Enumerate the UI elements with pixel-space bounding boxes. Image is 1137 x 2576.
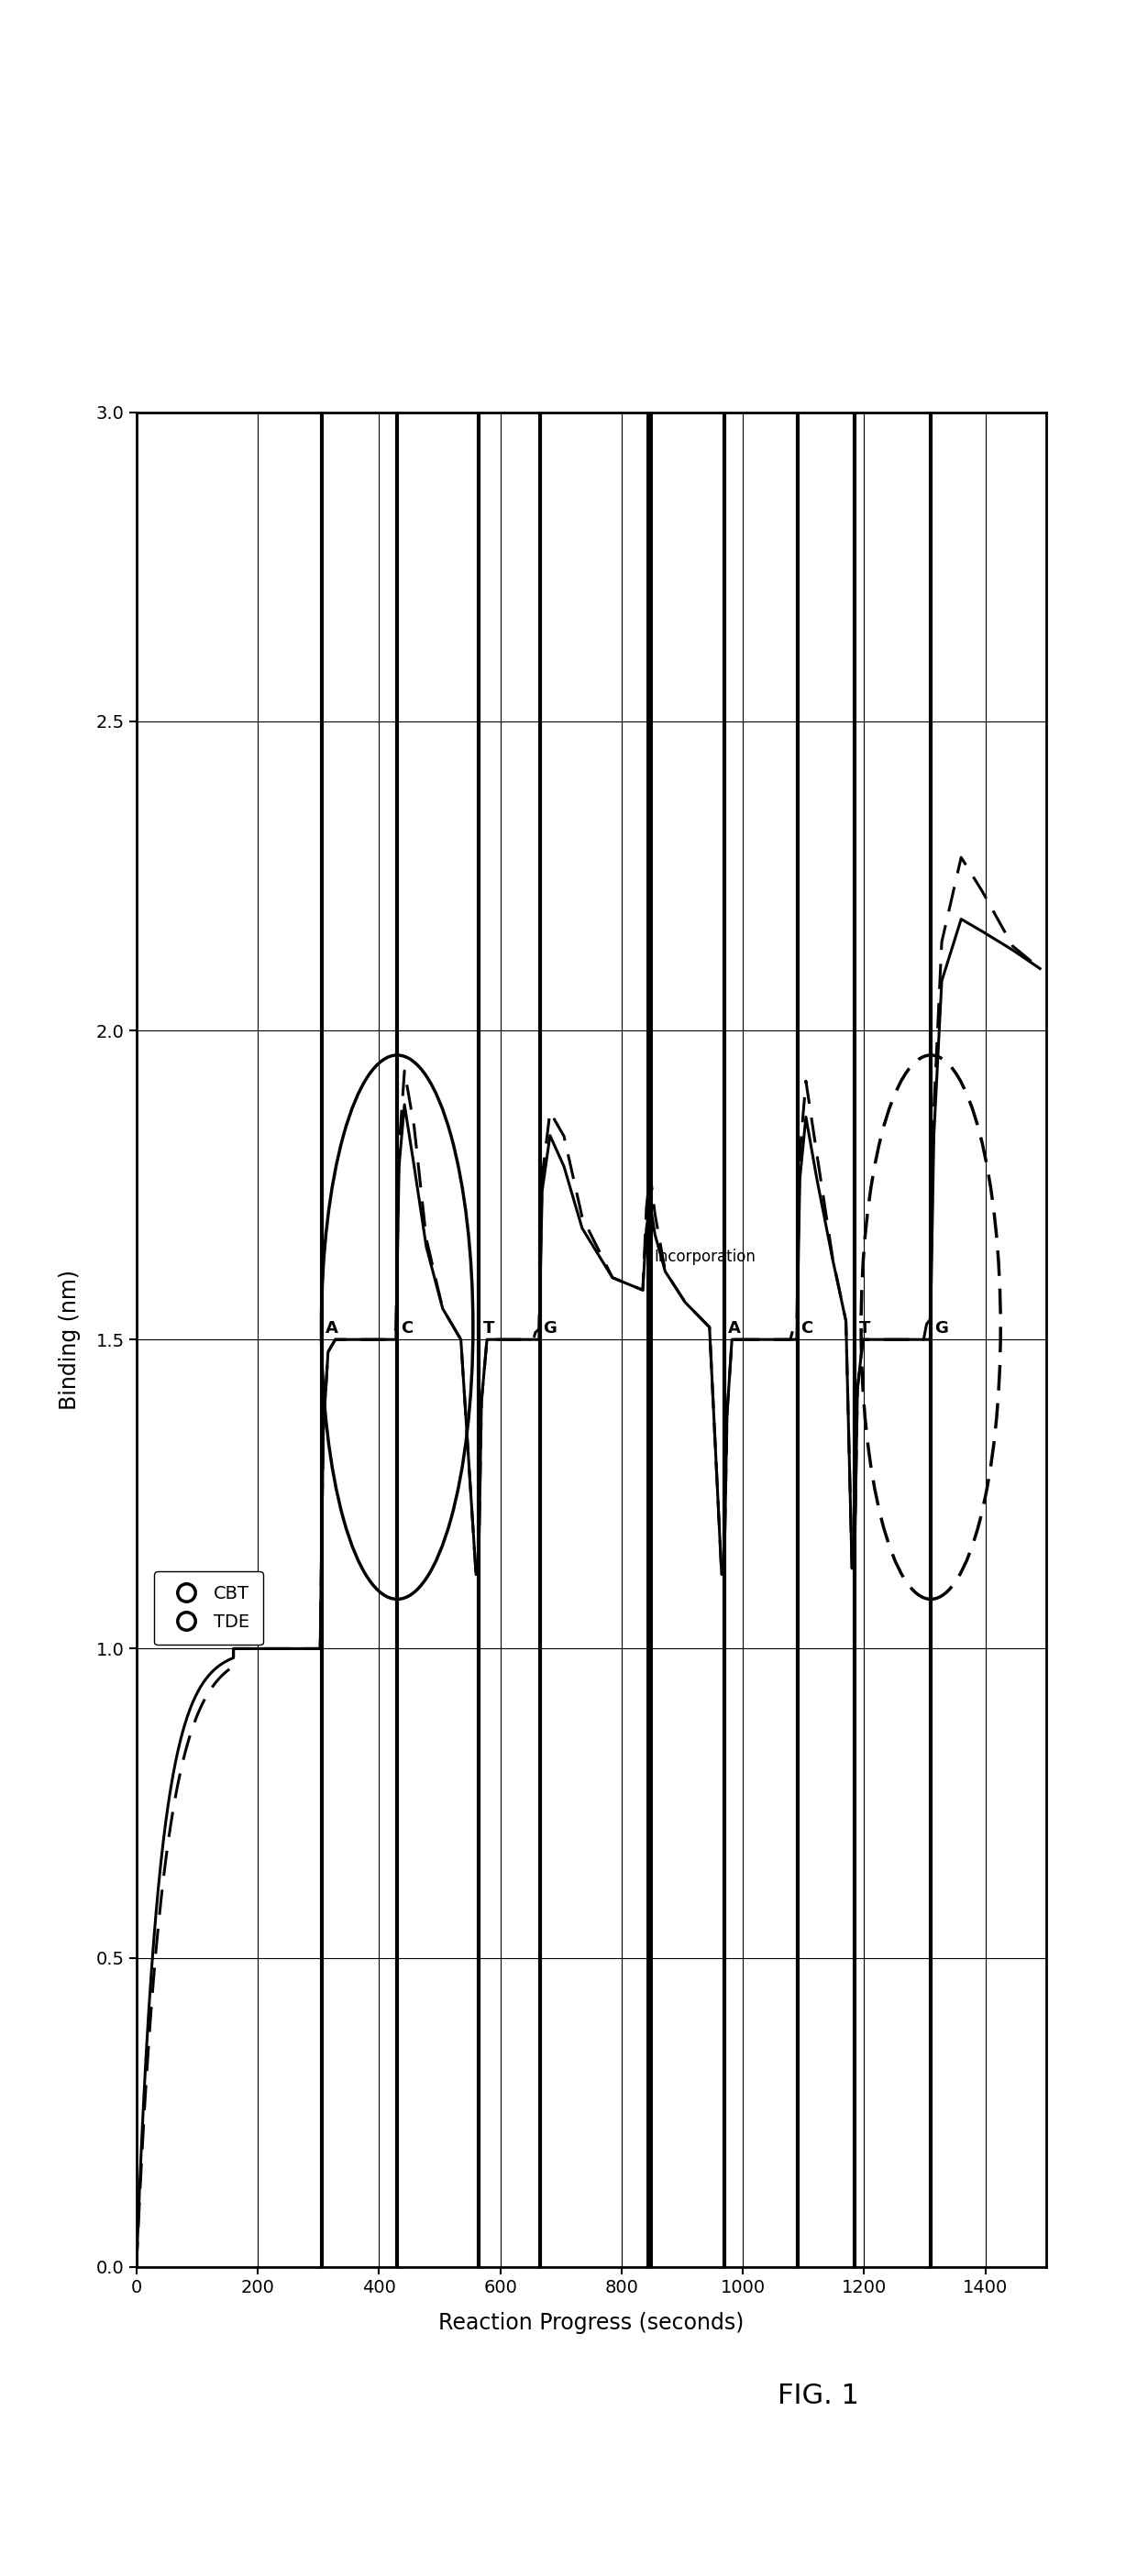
Text: C: C xyxy=(401,1319,413,1337)
Text: T: T xyxy=(858,1319,870,1337)
Text: Incorporation: Incorporation xyxy=(654,1249,755,1265)
Y-axis label: Binding (nm): Binding (nm) xyxy=(58,1270,81,1409)
Text: FIG. 1: FIG. 1 xyxy=(778,2383,860,2409)
Text: T: T xyxy=(483,1319,495,1337)
Text: G: G xyxy=(543,1319,557,1337)
Text: A: A xyxy=(729,1319,741,1337)
X-axis label: Reaction Progress (seconds): Reaction Progress (seconds) xyxy=(439,2311,744,2334)
Text: A: A xyxy=(325,1319,338,1337)
Text: C: C xyxy=(802,1319,813,1337)
Text: G: G xyxy=(935,1319,948,1337)
Legend: CBT, TDE: CBT, TDE xyxy=(155,1571,264,1646)
